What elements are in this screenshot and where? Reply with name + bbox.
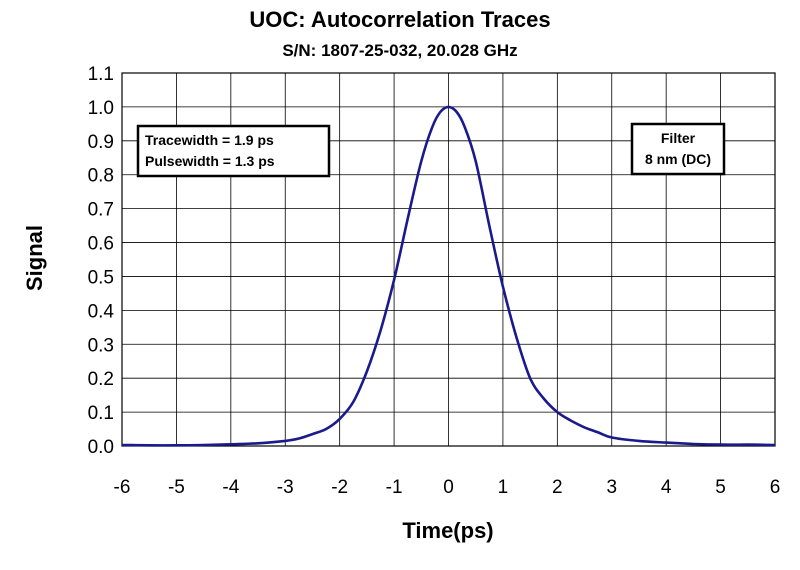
filter-annotation-box: Filter 8 nm (DC): [630, 122, 726, 176]
x-tick-label-7: 1: [498, 477, 509, 498]
chart-subtitle: S/N: 1807-25-032, 20.028 GHz: [282, 41, 517, 60]
y-tick-label-4: 0.4: [88, 301, 115, 322]
x-tick-label-2: -4: [222, 477, 239, 498]
x-tick-label-8: 2: [552, 477, 563, 498]
x-tick-label-1: -5: [168, 477, 185, 498]
x-tick-label-12: 6: [770, 477, 781, 498]
y-tick-label-0: 0.0: [88, 437, 114, 458]
y-tick-label-8: 0.8: [88, 166, 114, 187]
y-axis-ticks: 0.0 0.1 0.2 0.3 0.4 0.5 0.6 0.7 0.8 0.9 1.0 1.1: [88, 64, 115, 458]
y-tick-label-6: 0.6: [88, 234, 114, 255]
x-tick-label-4: -2: [331, 477, 348, 498]
pulsewidth-text: Pulsewidth = 1.3 ps: [145, 153, 275, 169]
x-tick-label-6: 0: [443, 477, 454, 498]
x-tick-label-11: 5: [715, 477, 726, 498]
x-axis-label: Time(ps): [402, 518, 493, 543]
filter-label: Filter: [661, 130, 696, 146]
x-tick-label-9: 3: [606, 477, 617, 498]
x-tick-label-0: -6: [114, 477, 131, 498]
x-tick-label-3: -3: [277, 477, 294, 498]
y-tick-label-3: 0.3: [88, 335, 114, 356]
x-tick-label-5: -1: [386, 477, 403, 498]
x-tick-label-10: 4: [661, 477, 672, 498]
tracewidth-text: Tracewidth = 1.9 ps: [145, 132, 274, 148]
chart-title: UOC: Autocorrelation Traces: [249, 7, 550, 32]
y-tick-label-1: 0.1: [88, 403, 114, 424]
signal-trace: [121, 105, 776, 447]
y-tick-label-10: 1.0: [88, 98, 114, 119]
y-tick-label-9: 0.9: [88, 132, 114, 153]
plot-area: [121, 72, 776, 447]
y-tick-label-7: 0.7: [88, 200, 114, 221]
y-axis-label: Signal: [22, 225, 47, 291]
x-axis-ticks: -6 -5 -4 -3 -2 -1 0 1 2 3 4 5 6: [114, 477, 781, 498]
y-tick-label-5: 0.5: [88, 267, 114, 288]
y-tick-label-2: 0.2: [88, 369, 114, 390]
y-tick-label-11: 1.1: [88, 64, 114, 85]
filter-value: 8 nm (DC): [645, 151, 711, 167]
tracewidth-annotation-box: Tracewidth = 1.9 ps Pulsewidth = 1.3 ps: [136, 124, 331, 178]
